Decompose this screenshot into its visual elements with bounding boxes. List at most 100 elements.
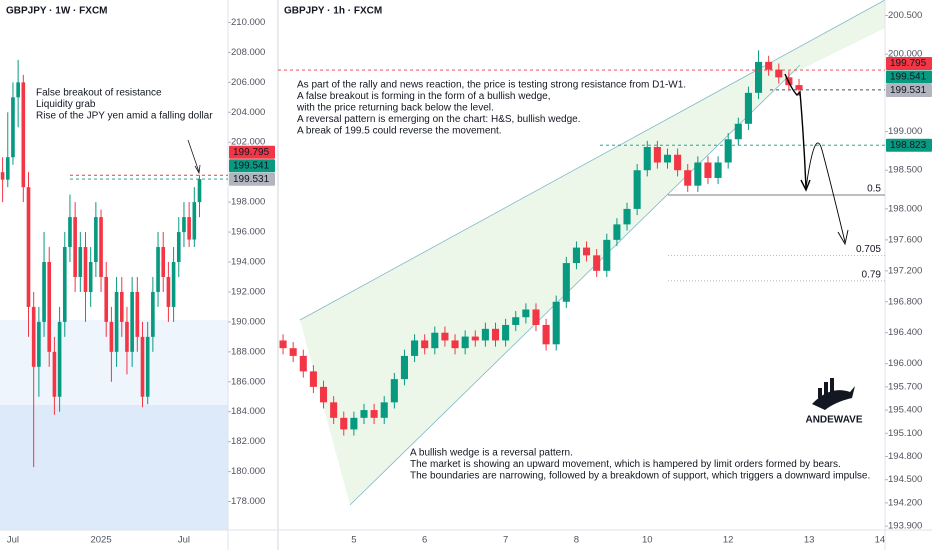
- candle-body: [400, 355, 408, 380]
- price-tag-label: 199.541: [233, 160, 270, 171]
- arrow-head: [837, 229, 849, 246]
- candle-body: [73, 217, 77, 277]
- candle-body: [5, 157, 10, 180]
- candle-body: [562, 263, 570, 302]
- annotation-line: False breakout of resistance: [36, 88, 162, 99]
- annotation-line: A bullish wedge is a reversal pattern.: [410, 448, 573, 459]
- candle-body: [451, 340, 459, 349]
- x-tick-label: 6: [422, 535, 427, 546]
- candle-body: [532, 309, 540, 325]
- candle-body: [542, 324, 550, 345]
- price-tag-label: 199.795: [890, 58, 927, 69]
- candle-body: [431, 332, 439, 349]
- candle-body: [125, 321, 129, 352]
- y-tick-label: 202.000: [231, 137, 265, 148]
- candle-body: [552, 301, 560, 345]
- candle-body: [145, 336, 150, 397]
- candle-body: [522, 309, 530, 318]
- candle-body: [309, 371, 317, 387]
- plot-layer: GBPJPY · 1W · FXCM 178.000 180.000 182.000 1…: [0, 6, 932, 546]
- candle-body: [0, 172, 5, 180]
- y-tick-label: 190.000: [231, 316, 265, 327]
- candle-body: [583, 247, 591, 256]
- logo-icon: [812, 378, 855, 410]
- candle-body: [370, 410, 378, 418]
- candle-body: [176, 232, 181, 263]
- y-tick-label: 196.400: [888, 327, 922, 338]
- x-tick-label: 2025: [90, 535, 111, 546]
- candle-body: [714, 162, 722, 178]
- annotation-line: A false breakout is forming in the form …: [297, 91, 550, 102]
- x-tick-label: 12: [723, 535, 734, 546]
- candle-body: [187, 217, 191, 240]
- fib-label: 0.5: [867, 184, 881, 195]
- candle-body: [795, 85, 803, 90]
- x-tick-label: 13: [804, 535, 815, 546]
- candle-body: [360, 410, 368, 418]
- candle-body: [775, 69, 783, 78]
- y-tick-label: 184.000: [231, 406, 265, 417]
- candle-body: [684, 170, 692, 186]
- wedge-lower: [349, 64, 801, 506]
- candle-body: [68, 217, 72, 248]
- candle-body: [130, 291, 134, 352]
- y-tick-label: 182.000: [231, 436, 265, 447]
- annotation-line: with the price returning back below the …: [296, 103, 494, 114]
- price-tag-label: 199.541: [890, 72, 927, 83]
- candle-body: [319, 386, 328, 403]
- price-tag: [886, 138, 932, 152]
- x-tick-label: 7: [503, 535, 508, 546]
- y-tick-label: 199.000: [888, 126, 922, 137]
- y-tick-label: 194.800: [888, 451, 922, 462]
- candle-body: [744, 92, 752, 124]
- candle-body: [42, 262, 46, 322]
- y-tick-label: 198.000: [231, 197, 265, 208]
- candle-body: [119, 291, 124, 322]
- candle-body: [140, 336, 145, 397]
- y-tick-label: 197.600: [888, 234, 922, 245]
- candle-body: [643, 147, 651, 171]
- y-tick-label: 200.000: [888, 49, 922, 60]
- y-tick-label: 195.400: [888, 405, 922, 416]
- price-tag: [886, 83, 932, 97]
- candle-body: [724, 139, 732, 163]
- candle-body: [88, 262, 93, 292]
- candle-body: [623, 208, 631, 225]
- pointer-arrow: [187, 139, 200, 173]
- y-tick-label: 200.500: [888, 10, 922, 21]
- x-tick-label: Jul: [7, 535, 19, 546]
- candle-body: [421, 340, 429, 349]
- y-tick-label: 188.000: [231, 346, 265, 357]
- y-tick-label: 194.500: [888, 474, 922, 485]
- y-tick-label: 192.000: [231, 286, 265, 297]
- arrow-head: [194, 164, 201, 175]
- y-tick-label: 178.000: [231, 496, 265, 507]
- candle-body: [11, 97, 15, 158]
- candle-body: [441, 332, 449, 341]
- price-tag: [229, 172, 275, 186]
- candle-body: [109, 321, 114, 352]
- candle-body: [572, 247, 580, 264]
- candle-body: [512, 317, 520, 325]
- candle-body: [99, 217, 103, 277]
- candle-body: [104, 276, 109, 322]
- price-tag-label: 199.531: [233, 174, 270, 185]
- x-tick-label: 10: [642, 535, 653, 546]
- candle-body: [135, 291, 140, 337]
- candle-body: [21, 82, 26, 188]
- y-tick-label: 204.000: [231, 107, 265, 118]
- candle-body: [197, 179, 202, 203]
- arrow-head: [800, 179, 811, 192]
- y-tick-label: 186.000: [231, 376, 265, 387]
- candle-body: [26, 187, 31, 307]
- candle-body: [330, 402, 338, 418]
- candle-body: [279, 340, 287, 349]
- candle-body: [114, 291, 119, 352]
- candle-body: [57, 321, 62, 397]
- price-tag-label: 198.823: [890, 140, 927, 151]
- candle-body: [31, 306, 36, 367]
- y-tick-label: 210.000: [231, 17, 265, 28]
- candle-body: [694, 162, 702, 186]
- price-tag: [229, 145, 275, 159]
